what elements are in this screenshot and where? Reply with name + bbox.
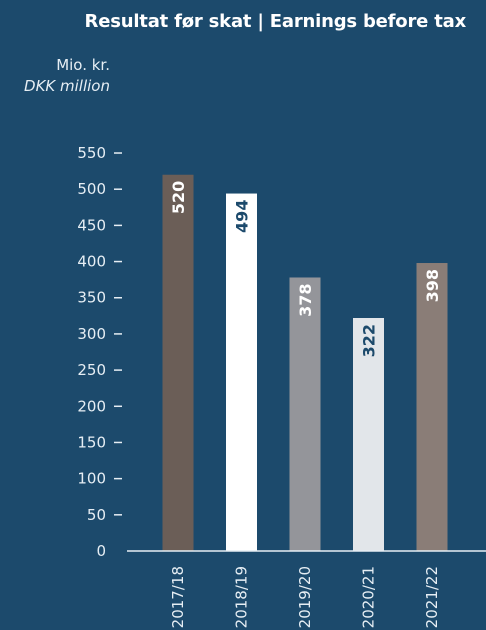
y-tick-label: 250 — [77, 361, 106, 379]
chart-title: Resultat før skat | Earnings before tax — [84, 11, 467, 32]
bar — [289, 277, 321, 551]
bar — [353, 318, 384, 551]
bar-value-label: 322 — [360, 324, 379, 357]
y-tick-label: 400 — [77, 253, 106, 271]
y-tick-label: 50 — [87, 506, 106, 524]
y-tick-label: 200 — [77, 397, 106, 415]
x-axis: 2017/18 2018/19 2019/20 2020/21 2021/22 — [127, 550, 486, 628]
y-tick-label: 300 — [77, 325, 106, 343]
y-axis-unit-danish: Mio. kr. — [56, 56, 110, 74]
x-tick-label: 2018/19 — [233, 566, 251, 628]
y-tick-label: 100 — [77, 470, 106, 488]
bar-value-label: 520 — [169, 181, 188, 214]
y-tick-label: 500 — [77, 180, 106, 198]
x-tick-label: 2020/21 — [360, 566, 378, 628]
y-tick-label: 350 — [77, 289, 106, 307]
bar — [226, 193, 257, 551]
y-axis: 0 50 100 150 200 250 300 350 400 450 500 550 — [77, 144, 122, 560]
bar — [162, 174, 194, 551]
bar — [416, 263, 448, 551]
y-tick-label: 0 — [96, 542, 106, 560]
bars: 520 494 378 322 398 — [162, 174, 448, 551]
x-tick-label: 2017/18 — [169, 566, 187, 628]
x-tick-label: 2021/22 — [423, 566, 441, 628]
bar-value-label: 494 — [233, 200, 252, 233]
y-tick-label: 150 — [77, 433, 106, 451]
bar-value-label: 378 — [296, 283, 315, 316]
y-tick-label: 450 — [77, 216, 106, 234]
bar-value-label: 398 — [423, 269, 442, 302]
y-axis-unit-english: DKK million — [24, 77, 110, 95]
x-tick-label: 2019/20 — [296, 566, 314, 628]
y-tick-label: 550 — [77, 144, 106, 162]
